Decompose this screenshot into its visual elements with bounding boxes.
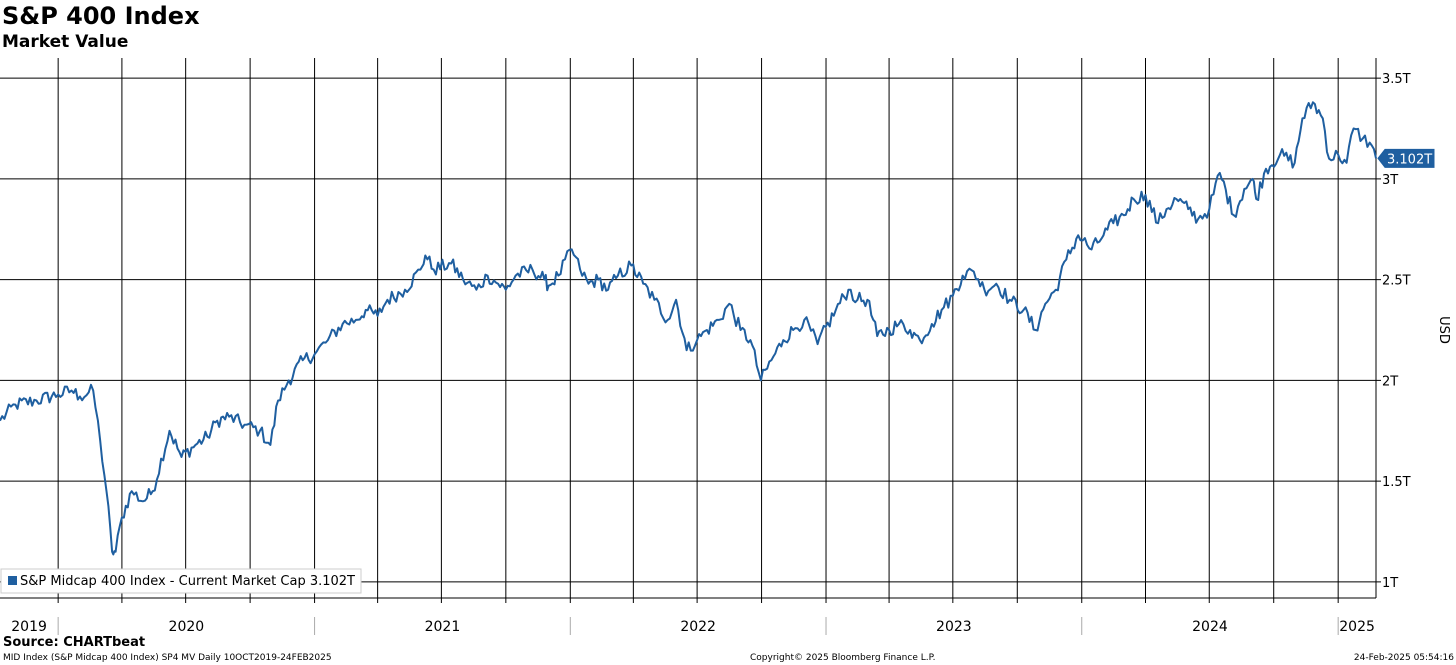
y-axis-label: USD <box>1436 316 1451 344</box>
y-axis-ticks: 1T 1.5T 2T 2.5T 3T 3.5T <box>1376 72 1411 591</box>
x-year-label: 2025 <box>1339 619 1375 635</box>
x-year-label: 2020 <box>169 619 205 635</box>
footer-copyright: Copyright© 2025 Bloomberg Finance L.P. <box>750 653 936 663</box>
x-year-label: 2021 <box>425 619 461 635</box>
x-axis: 2019 2020 2021 2022 2023 2024 2025 <box>11 598 1375 635</box>
annotations: 3.102T <box>1377 148 1435 168</box>
x-year-label: 2022 <box>680 619 716 635</box>
y-tick-label: 1.5T <box>1382 475 1411 490</box>
x-year-label: 2024 <box>1192 619 1228 635</box>
legend-box <box>0 568 362 594</box>
chart-title: S&P 400 Index <box>2 2 200 30</box>
last-value-label: 3.102T <box>1387 152 1432 167</box>
x-year-label: 2019 <box>11 619 47 635</box>
x-year-label: 2023 <box>936 619 972 635</box>
footer-series-info: MID Index (S&P Midcap 400 Index) SP4 MV … <box>3 653 332 663</box>
chart-subtitle: Market Value <box>2 32 129 52</box>
y-tick-label: 3.5T <box>1382 72 1411 87</box>
series-line <box>0 101 1377 556</box>
source-note: Source: CHARTbeat <box>3 635 146 650</box>
y-tick-label: 1T <box>1382 576 1398 591</box>
legend-label: S&P Midcap 400 Index - Current Market Ca… <box>20 574 355 589</box>
y-tick-label: 3T <box>1382 173 1398 188</box>
grid <box>0 58 1377 599</box>
series-layer <box>0 101 1377 556</box>
y-tick-label: 2.5T <box>1382 274 1411 289</box>
last-value-badge <box>1377 148 1435 168</box>
legend: S&P Midcap 400 Index - Current Market Ca… <box>0 568 362 594</box>
footer-timestamp: 24-Feb-2025 05:54:16 <box>1353 653 1454 663</box>
y-tick-label: 2T <box>1382 374 1398 389</box>
legend-swatch <box>8 576 17 585</box>
